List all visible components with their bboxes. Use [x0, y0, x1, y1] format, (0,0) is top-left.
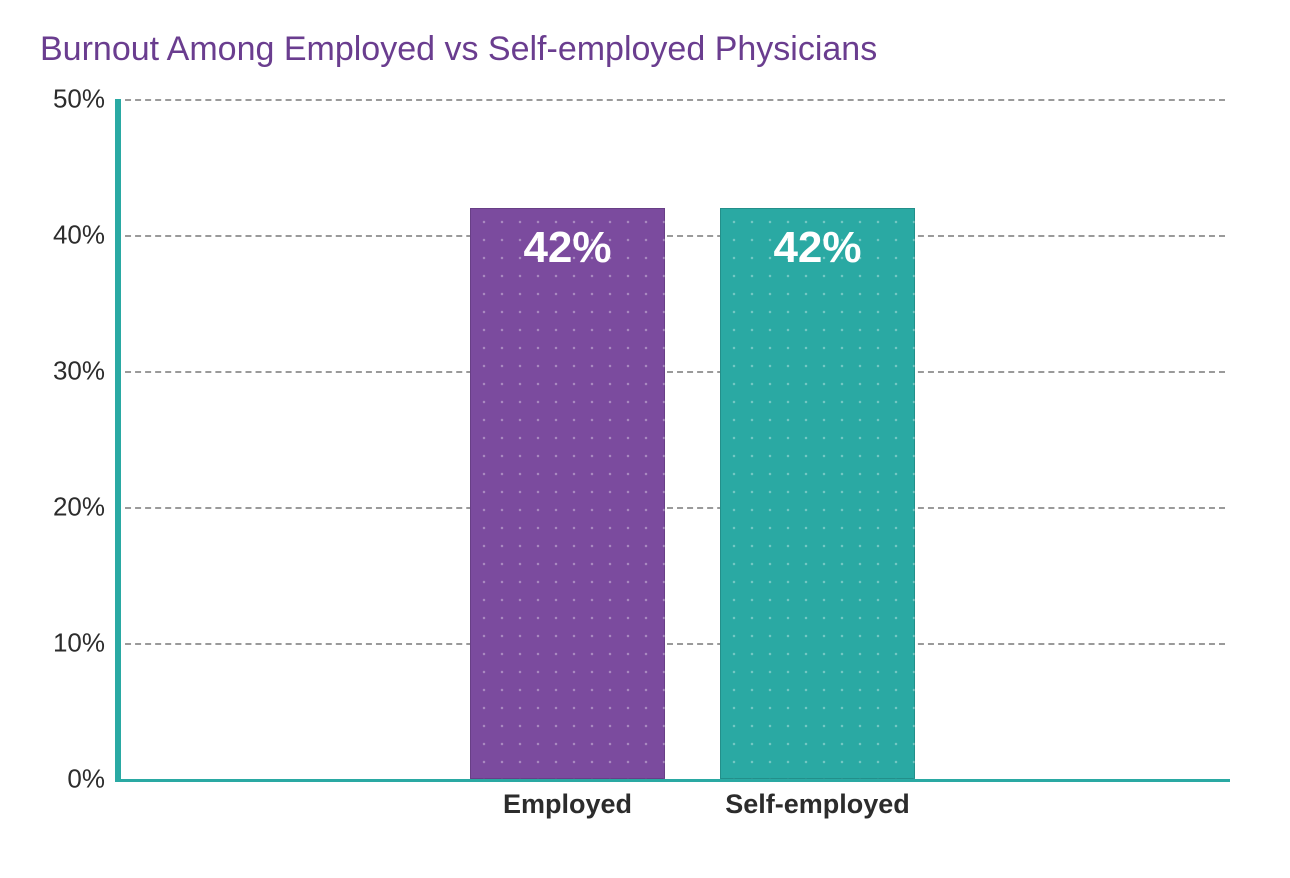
gridline	[115, 99, 1225, 101]
y-tick-label: 50%	[35, 84, 105, 115]
gridline	[115, 235, 1225, 237]
y-tick-label: 0%	[35, 764, 105, 795]
gridline	[115, 643, 1225, 645]
bar: 42%	[720, 208, 915, 779]
bar-value-label: 42%	[721, 223, 914, 273]
chart-title: Burnout Among Employed vs Self-employed …	[40, 30, 1250, 69]
chart-container: Burnout Among Employed vs Self-employed …	[0, 0, 1290, 878]
y-tick-label: 20%	[35, 492, 105, 523]
y-tick-label: 30%	[35, 356, 105, 387]
x-tick-label: Employed	[470, 789, 665, 820]
chart-area: 42%42% 0%10%20%30%40%50% EmployedSelf-em…	[40, 89, 1240, 829]
bar: 42%	[470, 208, 665, 779]
bar-value-label: 42%	[471, 223, 664, 273]
y-tick-label: 10%	[35, 628, 105, 659]
x-axis	[115, 779, 1230, 782]
gridline	[115, 507, 1225, 509]
x-tick-label: Self-employed	[720, 789, 915, 820]
y-tick-label: 40%	[35, 220, 105, 251]
plot-region: 42% 42%	[115, 99, 1225, 779]
y-axis	[115, 99, 121, 782]
gridline	[115, 371, 1225, 373]
